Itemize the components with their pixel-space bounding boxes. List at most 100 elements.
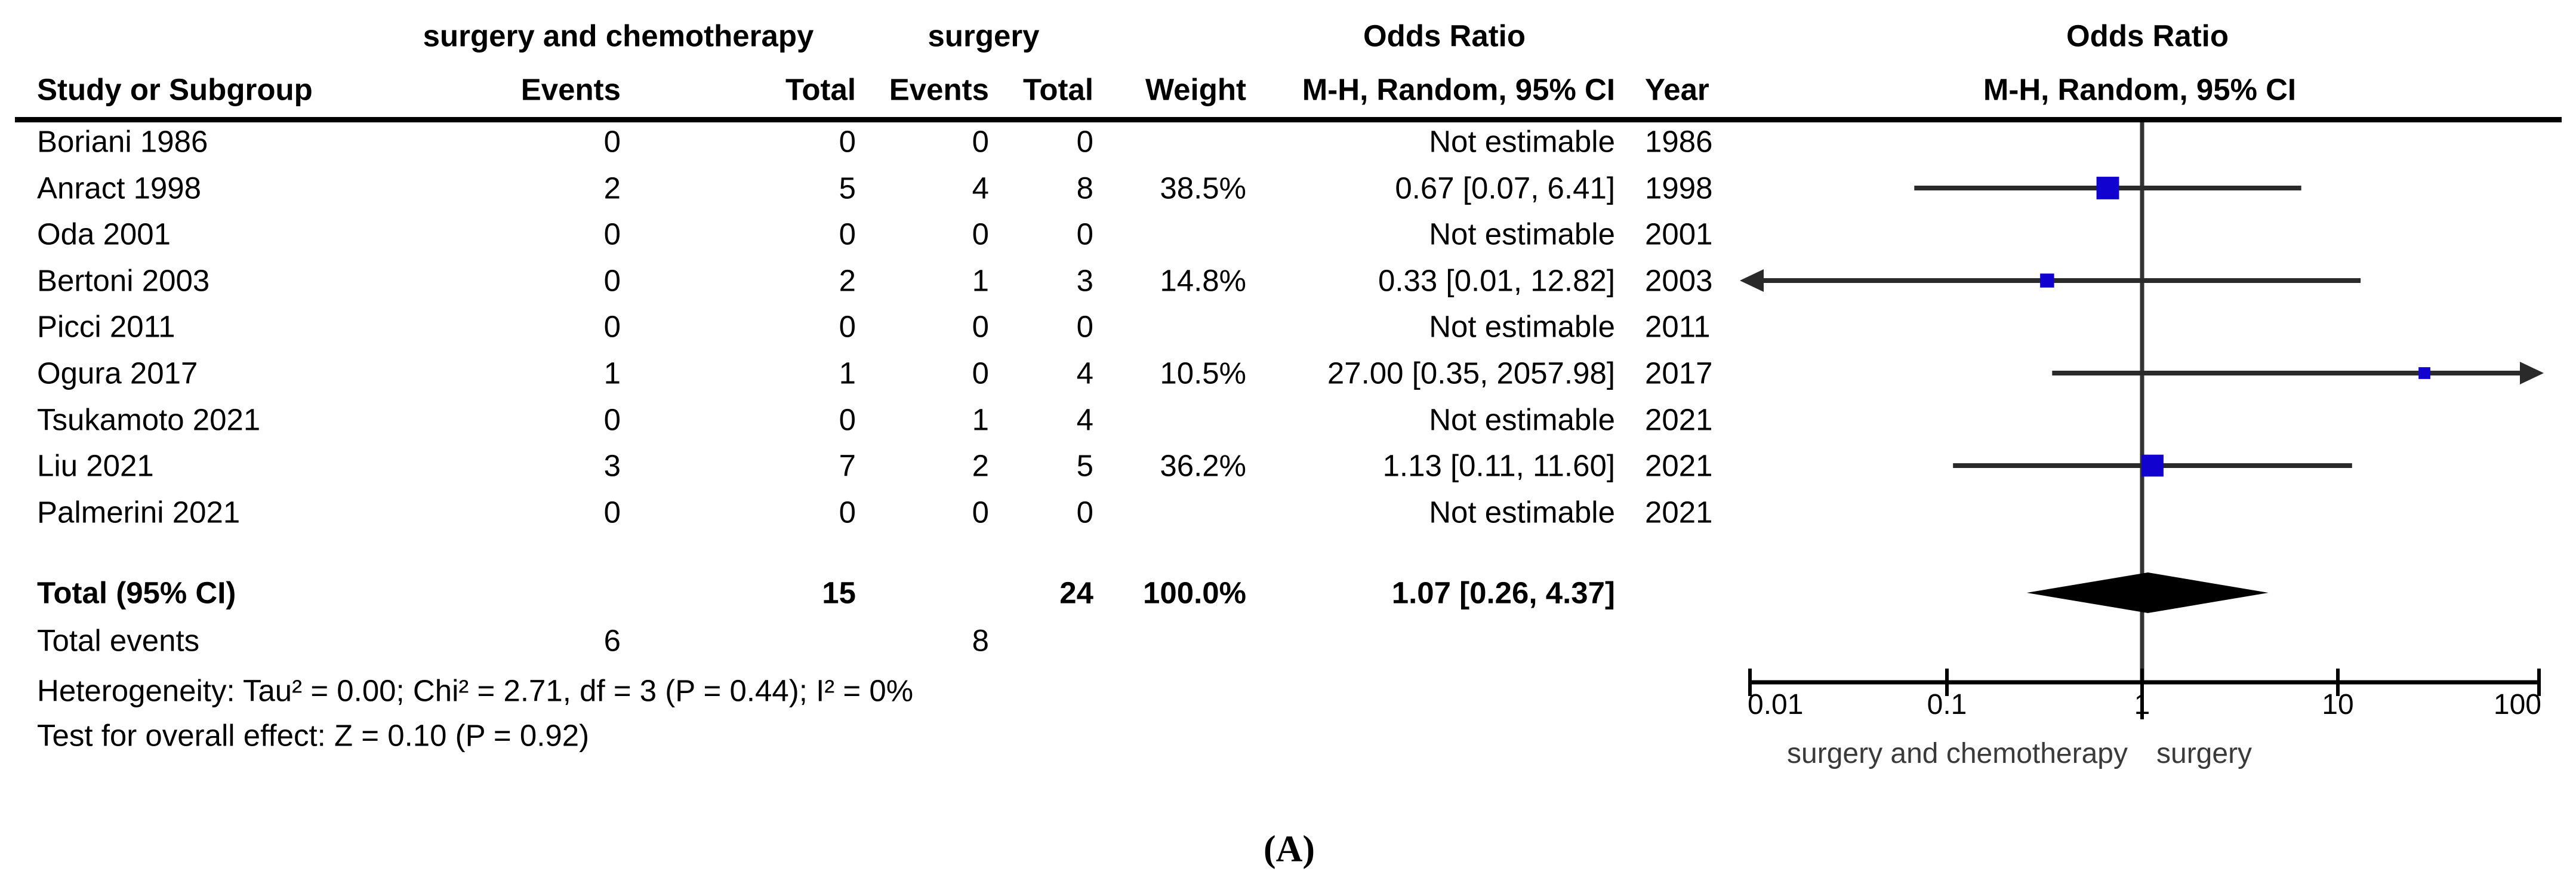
weight-value: 36.2% — [1160, 448, 1246, 483]
axis-tick-label: 10 — [2322, 689, 2354, 721]
x-axis-tick — [2140, 669, 2144, 719]
heterogeneity-statistics: Heterogeneity: Tau² = 0.00; Chi² = 2.71,… — [37, 673, 914, 708]
events2-value: 1 — [972, 402, 989, 437]
total1-value: 0 — [839, 124, 856, 159]
year-value: 1998 — [1645, 171, 1713, 205]
total-diamond — [2026, 572, 2269, 613]
odds-ratio-ci-value: Not estimable — [1429, 495, 1615, 529]
events1-value: 0 — [603, 495, 621, 529]
x-axis-tick — [2336, 669, 2340, 696]
odds-ratio-ci-value: 0.67 [0.07, 6.41] — [1395, 171, 1615, 205]
weight-value: 14.8% — [1160, 263, 1246, 298]
events1-value: 0 — [603, 124, 621, 159]
total2-value: 3 — [1076, 263, 1093, 298]
axis-tick-label: 1 — [2134, 689, 2150, 721]
year-value: 1986 — [1645, 124, 1713, 159]
ci-arrow-left — [1740, 269, 1764, 292]
events2-value: 0 — [972, 124, 989, 159]
study-label: Bertoni 2003 — [37, 263, 210, 298]
events2-value: 2 — [972, 448, 989, 483]
axis-tick-label: 0.1 — [1927, 689, 1967, 721]
total1-value: 0 — [839, 217, 856, 251]
axis-tick-label: 100 — [2493, 689, 2541, 721]
study-column-header: Study or Subgroup — [37, 72, 313, 107]
total2-value: 8 — [1076, 171, 1093, 205]
events2-value: 0 — [972, 309, 989, 344]
total-events-treatment: 6 — [603, 623, 621, 658]
odds-ratio-ci-value: Not estimable — [1429, 402, 1615, 437]
total2-column-header: Total — [1022, 72, 1093, 107]
odds-ratio-ci-value: Not estimable — [1429, 124, 1615, 159]
year-value: 2021 — [1645, 495, 1713, 529]
events1-value: 1 — [603, 356, 621, 390]
column-group-header-control: surgery — [928, 19, 1040, 53]
total2-value: 5 — [1076, 448, 1093, 483]
ci-line — [2052, 371, 2521, 375]
favours-left-label: surgery and chemotherapy — [1787, 738, 2128, 769]
year-value: 2021 — [1645, 402, 1713, 437]
study-label: Palmerini 2021 — [37, 495, 241, 529]
total-row-ci: 1.07 [0.26, 4.37] — [1391, 575, 1615, 610]
odds-ratio-ci-value: 27.00 [0.35, 2057.98] — [1327, 356, 1615, 390]
total2-value: 4 — [1076, 356, 1093, 390]
total-row-total2: 24 — [1059, 575, 1093, 610]
odds-ratio-ci-value: 0.33 [0.01, 12.82] — [1378, 263, 1615, 298]
total1-value: 1 — [839, 356, 856, 390]
figure-panel-caption: (A) — [1263, 829, 1315, 870]
plot-center-line — [2140, 122, 2144, 682]
events2-column-header: Events — [889, 72, 989, 107]
study-label: Ogura 2017 — [37, 356, 198, 390]
year-value: 2021 — [1645, 448, 1713, 483]
events2-value: 0 — [972, 356, 989, 390]
year-value: 2001 — [1645, 217, 1713, 251]
weight-value: 38.5% — [1160, 171, 1246, 205]
weight-square — [2141, 454, 2164, 477]
study-label: Oda 2001 — [37, 217, 171, 251]
year-value: 2003 — [1645, 263, 1713, 298]
total2-value: 0 — [1076, 124, 1093, 159]
study-label: Boriani 1986 — [37, 124, 208, 159]
total1-value: 2 — [839, 263, 856, 298]
year-column-header: Year — [1645, 72, 1709, 107]
events2-value: 1 — [972, 263, 989, 298]
study-label: Anract 1998 — [37, 171, 202, 205]
method-ci-column-header: M-H, Random, 95% CI — [1302, 72, 1615, 107]
study-label: Liu 2021 — [37, 448, 154, 483]
total1-value: 0 — [839, 495, 856, 529]
ci-line — [1761, 278, 2361, 283]
overall-effect-test: Test for overall effect: Z = 0.10 (P = 0… — [37, 718, 590, 753]
total2-value: 0 — [1076, 495, 1093, 529]
weight-square — [2040, 273, 2054, 288]
weight-square — [2418, 367, 2430, 379]
total1-value: 5 — [839, 171, 856, 205]
header-separator-line — [15, 117, 2562, 122]
x-axis-line — [1748, 680, 2541, 685]
events2-value: 0 — [972, 217, 989, 251]
odds-ratio-ci-value: Not estimable — [1429, 309, 1615, 344]
events1-value: 3 — [603, 448, 621, 483]
study-label: Picci 2011 — [37, 309, 175, 344]
total-events-control: 8 — [972, 623, 989, 658]
odds-ratio-header-plot: Odds Ratio — [2066, 19, 2229, 53]
year-value: 2011 — [1645, 309, 1711, 344]
events1-value: 0 — [603, 217, 621, 251]
x-axis-tick — [2537, 669, 2541, 696]
total1-value: 0 — [839, 309, 856, 344]
ci-arrow-right — [2520, 362, 2544, 384]
odds-ratio-ci-value: Not estimable — [1429, 217, 1615, 251]
favours-right-label: surgery — [2156, 738, 2253, 769]
axis-tick-label: 0.01 — [1748, 689, 1804, 721]
events1-value: 0 — [603, 402, 621, 437]
total2-value: 4 — [1076, 402, 1093, 437]
total-row-total1: 15 — [822, 575, 856, 610]
method-ci-plot-header: M-H, Random, 95% CI — [1983, 72, 2297, 107]
events1-value: 2 — [603, 171, 621, 205]
events1-value: 0 — [603, 309, 621, 344]
odds-ratio-header-table: Odds Ratio — [1363, 19, 1526, 53]
x-axis-tick — [1748, 669, 1752, 696]
column-group-header-treatment: surgery and chemotherapy — [423, 19, 814, 53]
total-row-weight: 100.0% — [1143, 575, 1246, 610]
total1-value: 7 — [839, 448, 856, 483]
